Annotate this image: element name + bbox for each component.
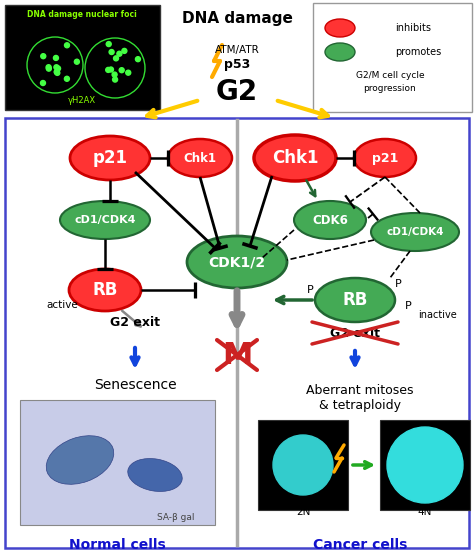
FancyBboxPatch shape [5, 118, 469, 548]
Text: Aberrant mitoses: Aberrant mitoses [306, 384, 414, 396]
Ellipse shape [325, 19, 355, 37]
Text: γH2AX: γH2AX [68, 96, 96, 105]
FancyBboxPatch shape [313, 3, 472, 112]
Text: cD1/CDK4: cD1/CDK4 [386, 227, 444, 237]
Circle shape [55, 71, 60, 76]
Ellipse shape [315, 278, 395, 322]
Text: G2 exit: G2 exit [330, 326, 380, 339]
Circle shape [54, 65, 59, 70]
Circle shape [136, 57, 140, 62]
Text: G2: G2 [216, 78, 258, 106]
Ellipse shape [60, 201, 150, 239]
Circle shape [54, 55, 58, 60]
Text: p21: p21 [372, 152, 398, 165]
Text: Senescence: Senescence [94, 378, 176, 392]
Text: 4N: 4N [418, 507, 432, 517]
Circle shape [117, 51, 122, 56]
Text: G2 exit: G2 exit [110, 315, 160, 329]
Circle shape [106, 41, 111, 46]
Ellipse shape [354, 139, 416, 177]
Circle shape [109, 67, 113, 72]
Circle shape [74, 59, 79, 64]
Circle shape [273, 435, 333, 495]
Circle shape [126, 70, 131, 75]
Text: P: P [405, 301, 411, 311]
Ellipse shape [371, 213, 459, 251]
Text: SA-β gal: SA-β gal [157, 514, 195, 522]
Circle shape [114, 56, 118, 61]
Circle shape [119, 68, 124, 73]
Text: 2N: 2N [296, 507, 310, 517]
Text: P: P [307, 285, 313, 295]
Text: inactive: inactive [418, 310, 457, 320]
FancyBboxPatch shape [20, 400, 215, 525]
Circle shape [106, 67, 111, 72]
Text: CDK6: CDK6 [312, 213, 348, 226]
Text: progression: progression [364, 83, 416, 92]
Circle shape [64, 43, 70, 48]
Circle shape [40, 81, 46, 86]
Circle shape [387, 427, 463, 503]
Ellipse shape [70, 136, 150, 180]
Ellipse shape [46, 436, 114, 484]
Text: CDK1/2: CDK1/2 [209, 255, 265, 269]
Ellipse shape [69, 269, 141, 311]
Text: p53: p53 [224, 58, 250, 71]
Ellipse shape [325, 43, 355, 61]
Circle shape [112, 77, 118, 82]
Text: Normal cells: Normal cells [69, 538, 165, 552]
Circle shape [122, 48, 127, 53]
Text: G2/M cell cycle: G2/M cell cycle [356, 71, 424, 80]
Ellipse shape [168, 139, 232, 177]
FancyBboxPatch shape [258, 420, 348, 510]
Text: Cancer cells: Cancer cells [313, 538, 407, 552]
Ellipse shape [187, 236, 287, 288]
Text: RB: RB [92, 281, 118, 299]
Text: p21: p21 [92, 149, 128, 167]
Ellipse shape [128, 459, 182, 492]
Circle shape [112, 72, 117, 77]
Text: RB: RB [342, 291, 368, 309]
Ellipse shape [254, 135, 336, 181]
Text: inhibits: inhibits [395, 23, 431, 33]
Circle shape [41, 54, 46, 59]
Text: M: M [222, 340, 252, 370]
FancyBboxPatch shape [5, 5, 160, 110]
Text: ATM/ATR: ATM/ATR [215, 45, 259, 55]
Text: promotes: promotes [395, 47, 441, 57]
Circle shape [64, 76, 69, 81]
Text: Chk1: Chk1 [183, 152, 217, 165]
Circle shape [54, 69, 59, 74]
Circle shape [46, 66, 51, 71]
Text: cD1/CDK4: cD1/CDK4 [74, 215, 136, 225]
FancyBboxPatch shape [380, 420, 470, 510]
Circle shape [46, 65, 51, 69]
Text: active: active [46, 300, 78, 310]
Circle shape [55, 66, 61, 71]
Text: DNA damage nuclear foci: DNA damage nuclear foci [27, 10, 137, 18]
Text: Chk1: Chk1 [272, 149, 318, 167]
Ellipse shape [294, 201, 366, 239]
Text: DNA damage: DNA damage [182, 11, 292, 26]
Text: P: P [395, 279, 401, 289]
Text: & tetraploidy: & tetraploidy [319, 399, 401, 412]
Circle shape [109, 49, 114, 54]
